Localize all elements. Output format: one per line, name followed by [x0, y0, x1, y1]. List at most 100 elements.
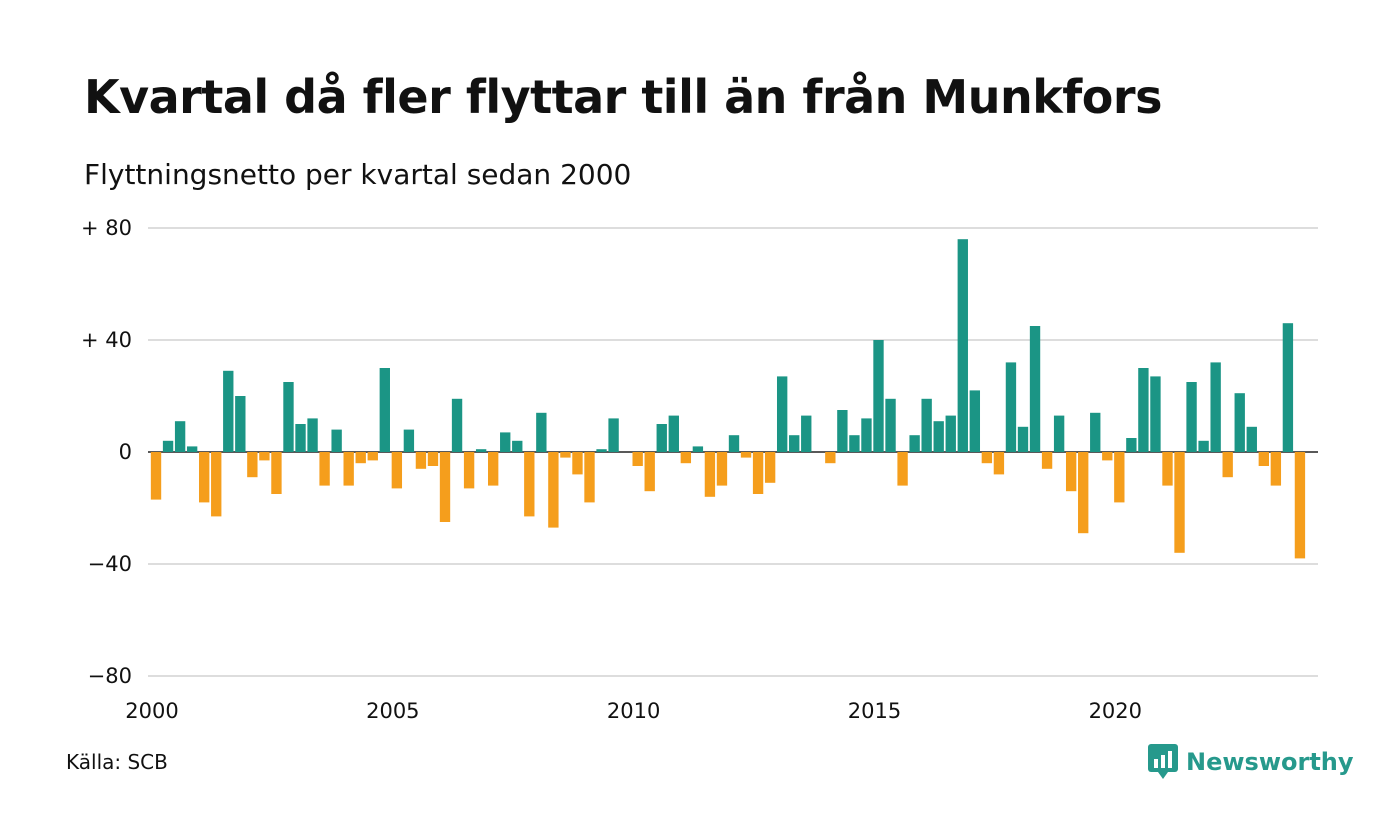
x-axis-labels: 2000 2005 2010 2015 2020: [125, 699, 1142, 723]
bar: [873, 340, 884, 452]
bar: [608, 418, 619, 452]
bar: [632, 452, 643, 466]
bar: [644, 452, 655, 492]
bar: [1126, 438, 1137, 452]
bar: [174, 421, 186, 452]
newsworthy-logo: Newsworthy: [1148, 744, 1354, 780]
bar: [319, 452, 330, 486]
bar: [716, 452, 728, 486]
y-tick-label: −80: [88, 664, 132, 688]
bar: [1210, 362, 1221, 452]
bar: [1162, 452, 1173, 486]
bar: [162, 440, 174, 452]
bar: [259, 452, 270, 461]
bar: [1282, 323, 1294, 452]
bar: [704, 452, 716, 497]
bar: [885, 398, 896, 452]
bar: [1294, 452, 1306, 559]
bar: [921, 398, 932, 452]
bar: [186, 446, 198, 452]
bar: [536, 412, 547, 452]
bar: [692, 446, 704, 452]
bar: [656, 424, 667, 452]
newsworthy-logo-icon: [1148, 744, 1178, 779]
bar: [439, 452, 451, 522]
bar: [1053, 415, 1065, 452]
bar: [825, 452, 836, 464]
y-tick-label: + 80: [81, 216, 132, 240]
bar: [307, 418, 318, 452]
bar: [740, 452, 752, 458]
bar: [861, 418, 872, 452]
bar: [211, 452, 222, 517]
bar: [1005, 362, 1017, 452]
bar: [776, 376, 788, 452]
bar: [1174, 452, 1185, 553]
y-tick-label: −40: [88, 552, 132, 576]
bar: [596, 449, 607, 452]
bar: [331, 429, 342, 452]
bar: [1017, 426, 1029, 452]
bar: [463, 452, 475, 489]
bar: [367, 452, 378, 461]
bar: [427, 452, 439, 466]
bar: [500, 432, 511, 452]
bar: [1078, 452, 1089, 534]
newsworthy-logo-text: Newsworthy: [1186, 748, 1354, 776]
y-tick-label: 0: [119, 440, 132, 464]
bar: [572, 452, 583, 475]
bar: [584, 452, 595, 503]
bar: [668, 415, 679, 452]
bar: [199, 452, 210, 503]
bar: [391, 452, 403, 489]
bar: [488, 452, 499, 486]
bar: [283, 382, 294, 452]
bar: [993, 452, 1005, 475]
bar: [235, 396, 246, 452]
bar: [1114, 452, 1125, 503]
bar: [933, 421, 944, 452]
bar: [295, 424, 306, 452]
bar: [1234, 393, 1245, 452]
bar: [403, 429, 415, 452]
source-label: Källa: SCB: [66, 750, 168, 774]
bar: [1138, 368, 1149, 452]
bar: [451, 398, 463, 452]
bar: [247, 452, 258, 478]
bar: [355, 452, 366, 464]
x-tick-label: 2015: [848, 699, 901, 723]
bar: [1198, 440, 1209, 452]
bar: [524, 452, 535, 517]
bar: [548, 452, 559, 528]
bar: [1186, 382, 1197, 452]
bar: [764, 452, 776, 483]
bar: [837, 410, 848, 452]
x-tick-label: 2000: [125, 699, 178, 723]
x-tick-label: 2020: [1089, 699, 1142, 723]
bar: [343, 452, 354, 486]
bar: [1270, 452, 1282, 486]
bar: [752, 452, 764, 494]
bar: [1246, 426, 1257, 452]
bar: [897, 452, 908, 486]
bar: [1222, 452, 1233, 478]
bar: [1102, 452, 1113, 461]
bar: [945, 415, 956, 452]
bar: [475, 449, 487, 452]
bars: [150, 239, 1306, 559]
chart-title: Kvartal då fler flyttar till än från Mun…: [84, 70, 1162, 124]
bar: [1150, 376, 1161, 452]
chart-subtitle: Flyttningsnetto per kvartal sedan 2000: [84, 158, 632, 191]
bar: [1065, 452, 1077, 492]
bar: [981, 452, 993, 464]
bar: [801, 415, 812, 452]
bar: [1090, 412, 1101, 452]
y-axis-labels: + 80 + 40 0 −40 −80: [81, 216, 132, 688]
bar: [1258, 452, 1269, 466]
y-tick-label: + 40: [81, 328, 132, 352]
bar: [379, 368, 390, 452]
bar: [415, 452, 427, 469]
bar: [271, 452, 282, 494]
bar: [1041, 452, 1053, 469]
